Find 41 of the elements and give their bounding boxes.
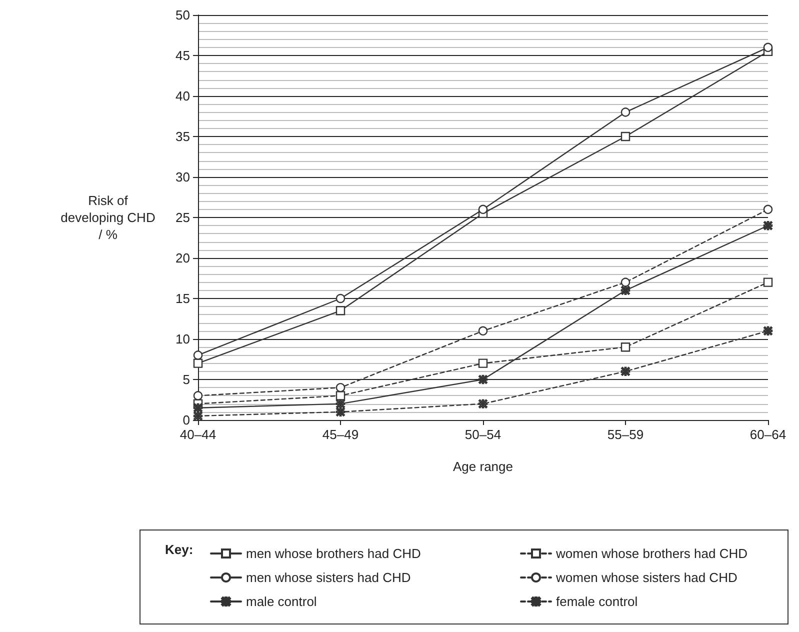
x-tick-label: 55–59	[607, 427, 644, 442]
y-tick-label: 50	[176, 8, 190, 22]
legend-label: men whose sisters had CHD	[246, 570, 411, 585]
y-tick-label: 25	[176, 210, 190, 225]
y-tick-label: 5	[182, 372, 190, 387]
y-tick-label: 15	[176, 291, 190, 306]
y-tick-label: 20	[176, 250, 190, 266]
x-tick-label: 50–54	[464, 427, 502, 442]
x-tick-label: 40–44	[180, 427, 216, 442]
legend-label: male control	[246, 594, 317, 609]
point	[193, 391, 203, 400]
point	[336, 306, 346, 316]
y-tick-label: 30	[176, 170, 190, 184]
point	[478, 326, 488, 336]
point	[763, 42, 773, 52]
y-tick-label: 0	[182, 412, 190, 428]
x-axis-title: Age range	[453, 459, 513, 474]
legend-label: women whose sisters had CHD	[555, 570, 738, 585]
legend-title: Key:	[165, 542, 194, 557]
point	[193, 358, 203, 368]
y-tick-label: 40	[176, 88, 190, 104]
y-axis-title: Risk of developing CHD / %	[60, 193, 156, 242]
y-tick-label: 35	[176, 129, 190, 144]
point	[620, 342, 630, 352]
point	[763, 204, 773, 214]
point	[620, 108, 630, 117]
point	[763, 278, 773, 287]
legend-label: women whose brothers had CHD	[555, 546, 748, 561]
y-tick-label: 10	[176, 332, 190, 346]
x-tick-label: 60–64	[750, 427, 786, 442]
x-tick-label: 45–49	[322, 427, 359, 442]
legend-label: female control	[556, 594, 638, 609]
point	[478, 358, 488, 368]
point	[336, 294, 346, 304]
point	[478, 204, 488, 214]
point	[193, 350, 203, 360]
legend-label: men whose brothers had CHD	[246, 546, 421, 561]
point	[620, 278, 630, 287]
point	[336, 383, 346, 392]
y-tick-label: 45	[176, 48, 190, 63]
point	[620, 132, 630, 142]
